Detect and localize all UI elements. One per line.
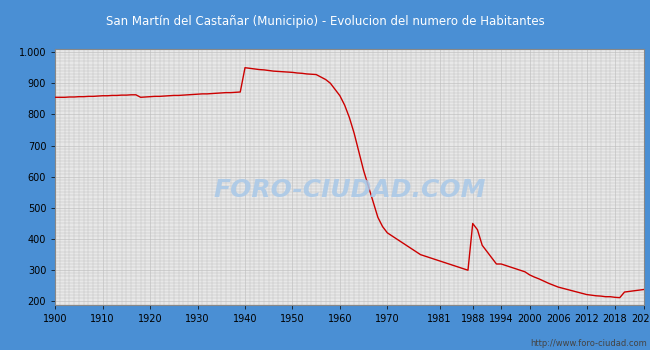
Text: FORO-CIUDAD.COM: FORO-CIUDAD.COM [213, 177, 486, 202]
Text: http://www.foro-ciudad.com: http://www.foro-ciudad.com [530, 339, 647, 348]
Text: San Martín del Castañar (Municipio) - Evolucion del numero de Habitantes: San Martín del Castañar (Municipio) - Ev… [105, 14, 545, 28]
